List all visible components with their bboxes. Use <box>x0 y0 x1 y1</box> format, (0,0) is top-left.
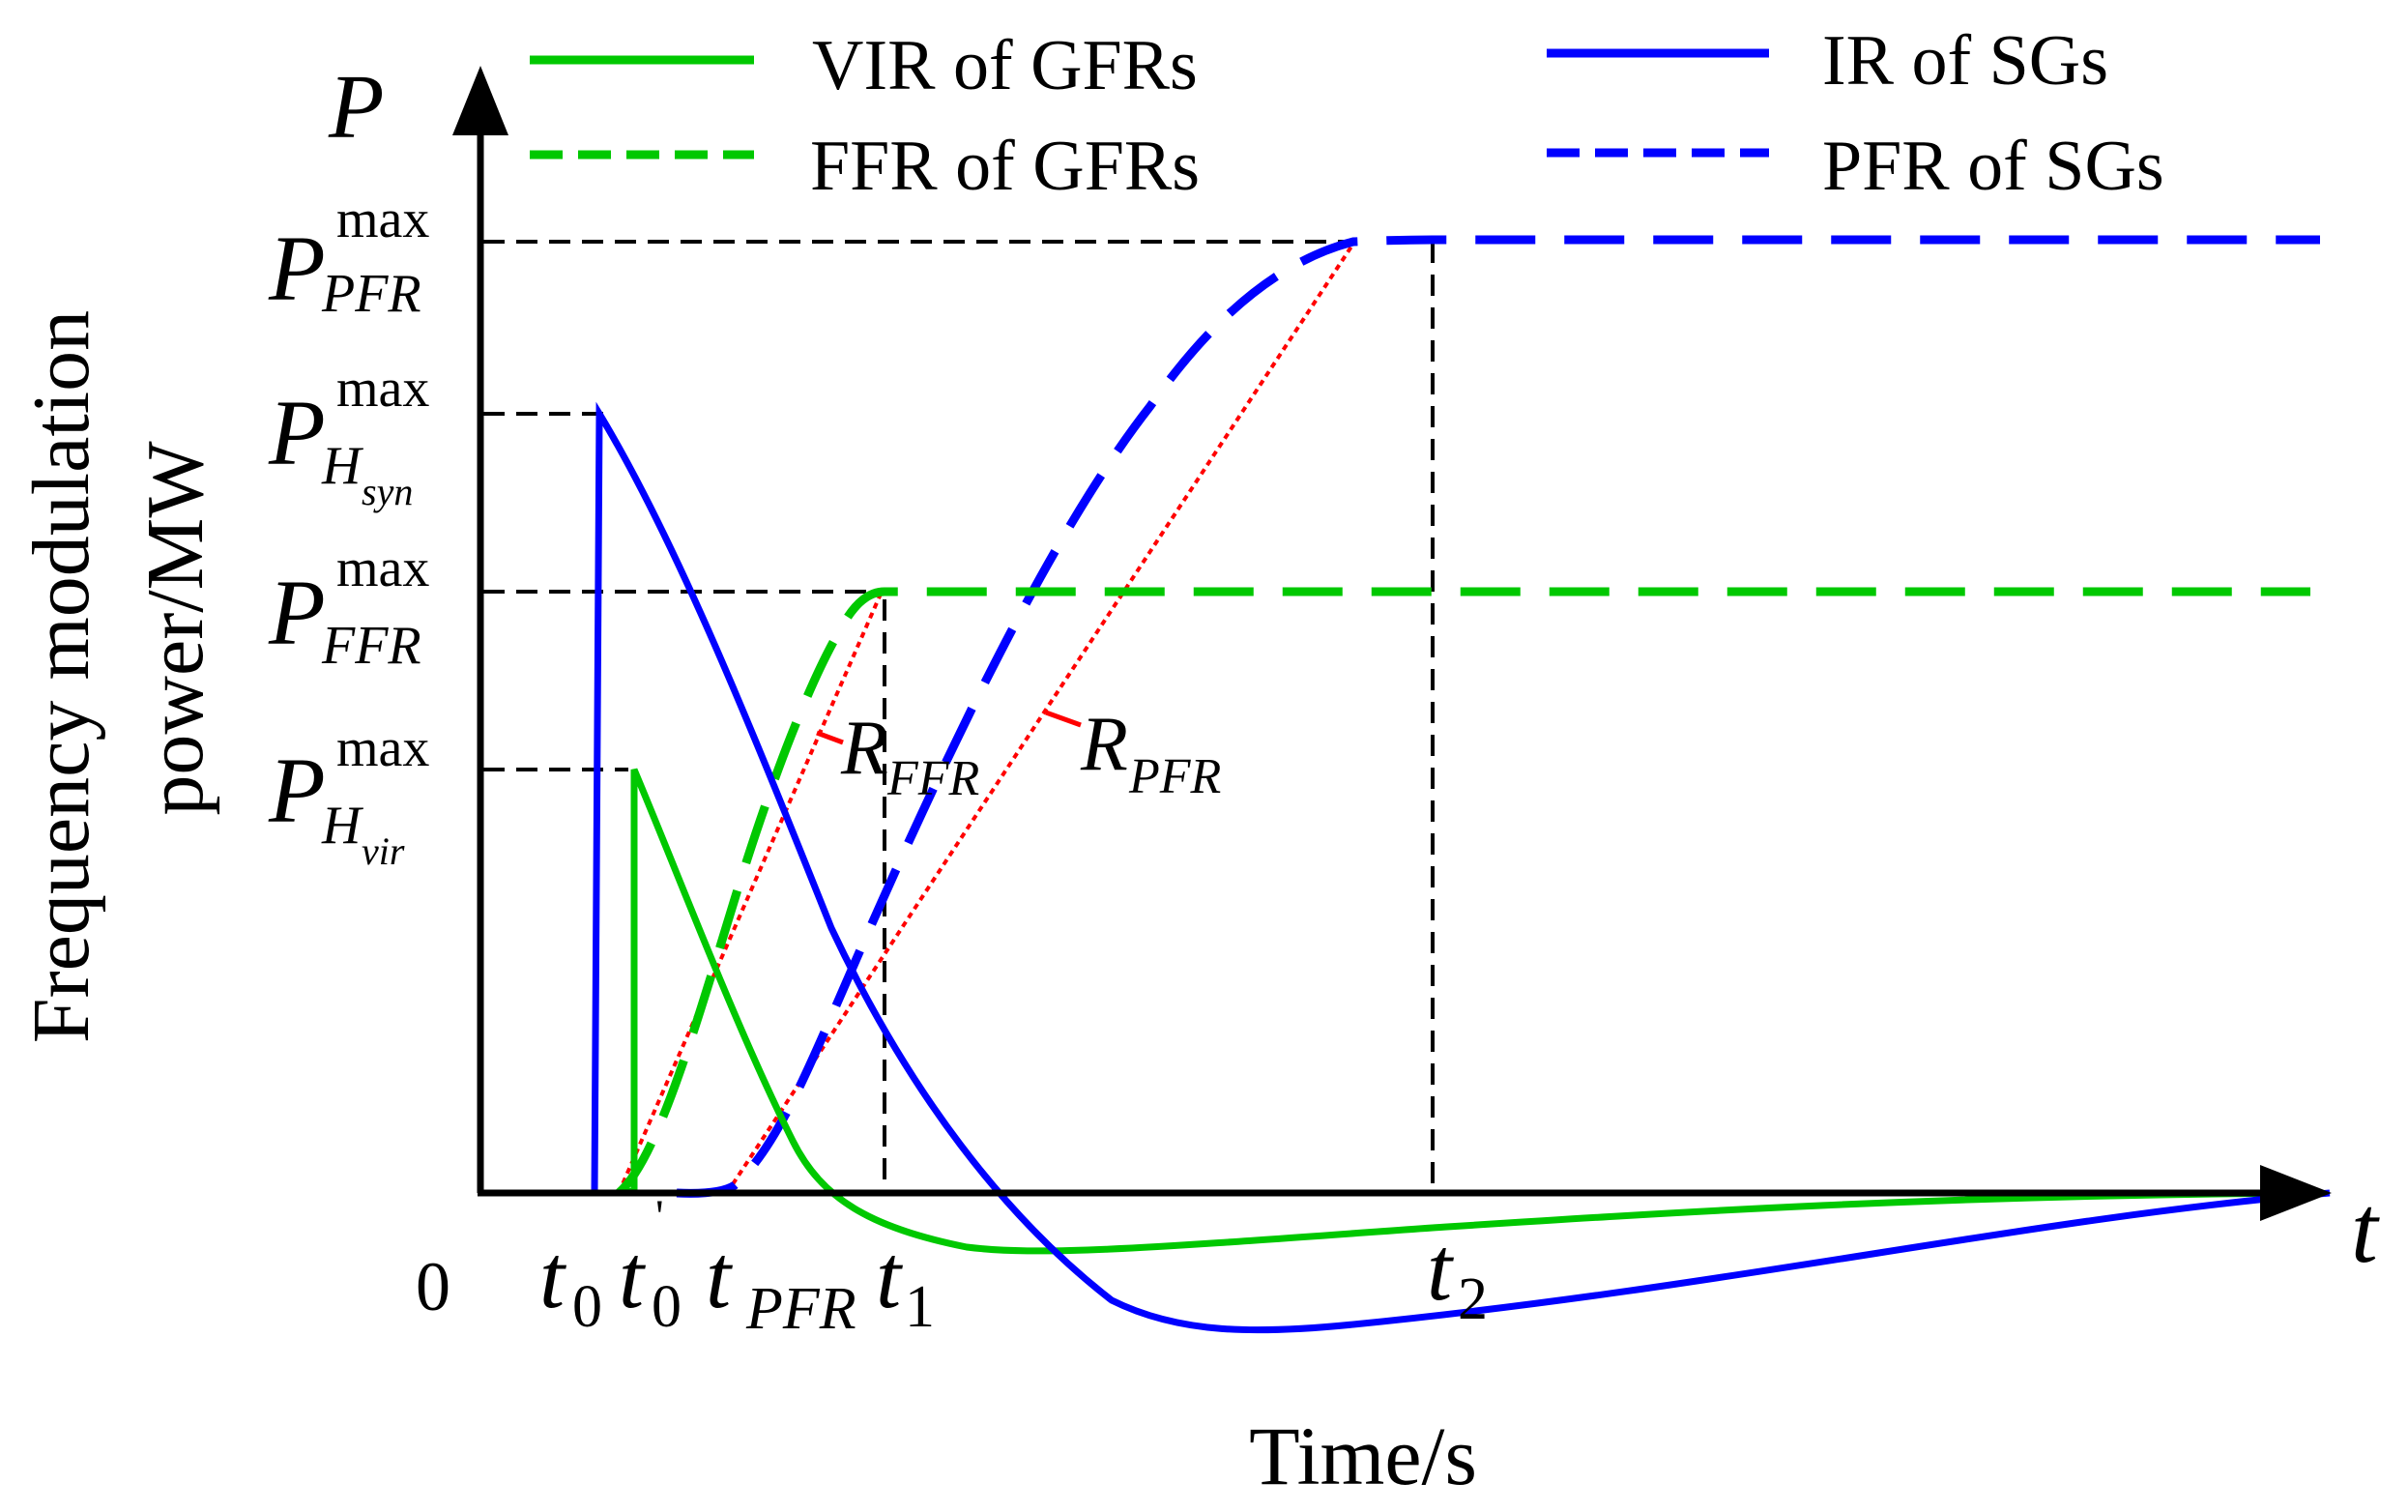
time-labels: t 0 t 0 ' t PFR t 1 t 2 <box>539 1191 1488 1342</box>
level-sup: max <box>336 538 429 598</box>
level-base: P <box>268 561 326 664</box>
legend-item-ffr-gfrs: FFR of GFRs <box>530 127 1200 206</box>
time-sub: PFR <box>745 1276 856 1342</box>
y-axis-title-line1: Frequency modulation <box>16 310 106 1043</box>
time-base: t <box>706 1227 733 1327</box>
time-base: t <box>539 1227 566 1327</box>
level-base: P <box>268 381 326 484</box>
ramp-pfr-tick <box>1045 710 1082 728</box>
time-prime: ' <box>655 1191 664 1242</box>
curves <box>591 235 2331 1334</box>
legend-label: IR of SGs <box>1822 21 2108 101</box>
ramp-pfr-line <box>725 242 1355 1195</box>
pfr-sgs-curve <box>676 235 2320 1198</box>
x-axis-title: Time/s <box>1249 1410 1477 1502</box>
y-axis-arrow <box>452 66 508 135</box>
ramp-base: R <box>1080 702 1128 787</box>
y-axis-title: Frequency modulation power/MW <box>16 310 220 1043</box>
y-axis-symbol: P <box>328 57 384 158</box>
time-sub: 1 <box>905 1274 935 1340</box>
y-level-labels: P max PFR P max H syn P max FFR P max H … <box>268 189 429 873</box>
ffr-gfrs-curve <box>615 587 2310 1197</box>
vir-gfrs-curve <box>618 768 2321 1255</box>
time-sub: 0 <box>572 1274 602 1340</box>
t2-label: t 2 <box>1427 1219 1488 1332</box>
ramp-ffr-label: R FFR <box>840 706 979 806</box>
level-ffr-label: P max FFR <box>268 538 429 676</box>
ramp-lines <box>617 242 1355 1195</box>
tpfr-label: t PFR <box>706 1227 856 1342</box>
axes <box>452 66 2332 1221</box>
y-axis-title-line2: power/MW <box>131 441 220 816</box>
legend-item-pfr-sgs: PFR of SGs <box>1547 127 2164 206</box>
t0-label: t 0 <box>539 1227 602 1340</box>
x-axis-arrow <box>2260 1165 2332 1221</box>
ramp-ffr-tick <box>816 730 844 745</box>
legend-item-ir-sgs: IR of SGs <box>1547 21 2108 101</box>
time-base: t <box>1427 1219 1454 1320</box>
x-axis-symbol: t <box>2351 1176 2380 1283</box>
level-hsyn-label: P max H syn <box>268 359 429 513</box>
level-subsub: vir <box>362 829 405 873</box>
ramp-ticks <box>816 710 1082 745</box>
legend-label: FFR of GFRs <box>810 127 1200 206</box>
level-sup: max <box>336 718 429 778</box>
ir-sgs-curve <box>591 401 2331 1334</box>
level-sub: PFR <box>321 264 421 324</box>
level-pfr-label: P max PFR <box>268 189 429 324</box>
time-sub: 0 <box>652 1274 682 1340</box>
level-base: P <box>268 739 326 842</box>
t1-label: t 1 <box>876 1227 935 1340</box>
ramp-sub: FFR <box>886 751 979 806</box>
legend: VIR of GFRs FFR of GFRs IR of SGs PFR of… <box>530 21 2164 206</box>
legend-label: PFR of SGs <box>1822 127 2164 206</box>
level-sup: max <box>336 189 429 249</box>
ramp-ffr-line <box>617 591 884 1194</box>
legend-item-vir-gfrs: VIR of GFRs <box>530 26 1198 105</box>
ramp-base: R <box>840 706 888 791</box>
origin-label: 0 <box>416 1248 450 1325</box>
guide-lines <box>483 240 1435 1191</box>
ramp-pfr-label: R PFR <box>1080 702 1221 804</box>
t0-prime-label: t 0 ' <box>619 1191 682 1340</box>
level-sub: FFR <box>321 616 421 676</box>
level-sub: H <box>321 436 363 496</box>
legend-label: VIR of GFRs <box>812 26 1198 105</box>
ramp-sub: PFR <box>1128 749 1221 804</box>
level-base: P <box>268 217 326 320</box>
level-sub: H <box>321 796 363 856</box>
level-hvir-label: P max H vir <box>268 718 429 873</box>
level-subsub: syn <box>362 470 413 513</box>
time-base: t <box>619 1227 646 1327</box>
level-sup: max <box>336 359 429 419</box>
time-sub: 2 <box>1458 1266 1488 1332</box>
time-base: t <box>876 1227 903 1327</box>
